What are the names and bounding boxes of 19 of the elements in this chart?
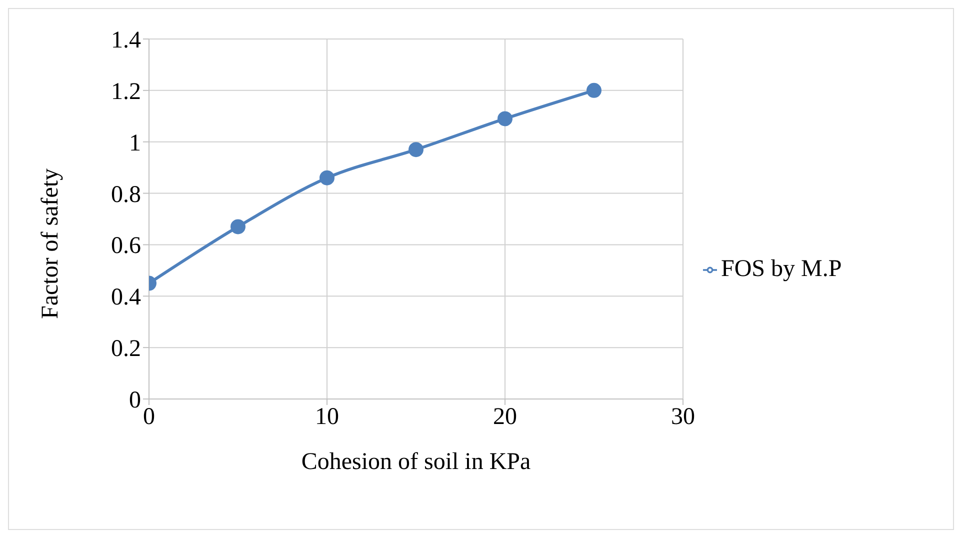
y-axis-title: Factor of safety bbox=[38, 168, 64, 319]
point bbox=[408, 142, 424, 158]
x-tick-label: 30 bbox=[671, 404, 695, 430]
y-tick-label: 1.2 bbox=[111, 78, 141, 105]
point bbox=[586, 82, 602, 98]
legend-label: FOS by M.P bbox=[721, 256, 842, 282]
x-tick-label: 20 bbox=[493, 404, 517, 430]
y-tick-label: 1 bbox=[129, 130, 141, 156]
point bbox=[320, 170, 334, 186]
x-tick-label: 10 bbox=[315, 404, 339, 430]
point bbox=[230, 219, 246, 234]
y-tick-label: 1.4 bbox=[111, 28, 141, 54]
y-tick-label: 0.2 bbox=[111, 336, 141, 362]
y-tick-label: 0.4 bbox=[111, 284, 141, 311]
y-tick-label: 0.8 bbox=[111, 182, 141, 208]
y-tick-label: 0.6 bbox=[111, 233, 141, 260]
y-tick-label: 0 bbox=[129, 388, 141, 414]
point bbox=[498, 111, 512, 126]
x-axis-title: Cohesion of soil in KPa bbox=[301, 449, 532, 475]
